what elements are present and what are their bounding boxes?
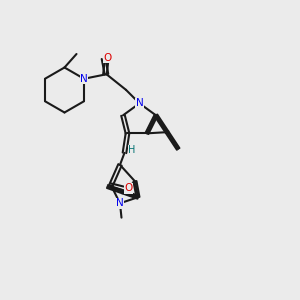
Text: N: N bbox=[136, 98, 143, 108]
Text: O: O bbox=[124, 183, 133, 193]
Text: O: O bbox=[104, 53, 112, 63]
Text: H: H bbox=[128, 146, 136, 155]
Text: N: N bbox=[116, 198, 124, 208]
Text: N: N bbox=[80, 74, 88, 84]
